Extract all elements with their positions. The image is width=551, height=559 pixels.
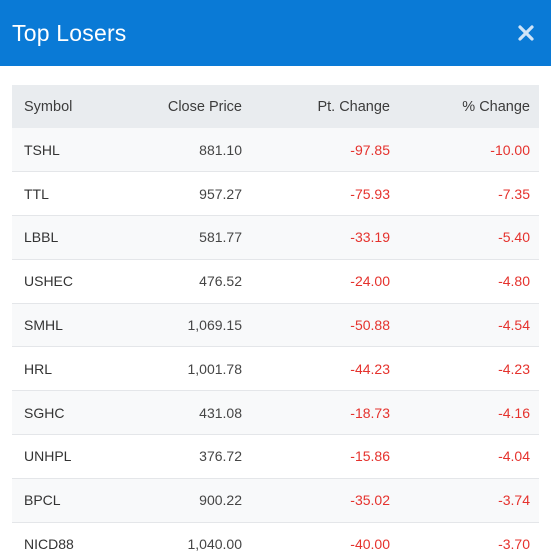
cell-pct-change: -10.00: [490, 141, 530, 158]
column-header-pct-change[interactable]: % Change: [462, 98, 530, 115]
close-icon-glyph: [518, 25, 534, 41]
table-row[interactable]: UNHPL 376.72 -15.86 -4.04: [12, 434, 539, 479]
cell-close-price: 957.27: [199, 185, 242, 202]
table-row[interactable]: TTL 957.27 -75.93 -7.35: [12, 171, 539, 216]
cell-pt-change: -18.73: [350, 404, 390, 421]
cell-symbol: SMHL: [24, 317, 63, 334]
cell-pct-change: -7.35: [498, 185, 530, 202]
cell-pt-change: -50.88: [350, 317, 390, 334]
cell-pt-change: -15.86: [350, 448, 390, 465]
cell-close-price: 581.77: [199, 229, 242, 246]
table-row[interactable]: SMHL 1,069.15 -50.88 -4.54: [12, 303, 539, 347]
modal-header: Top Losers: [0, 0, 551, 66]
table-header-row: Symbol Close Price Pt. Change % Change: [12, 85, 539, 128]
cell-pct-change: -5.40: [498, 229, 530, 246]
cell-symbol: USHEC: [24, 273, 74, 290]
cell-symbol: TTL: [24, 185, 49, 202]
cell-symbol: NICD88: [24, 536, 74, 553]
cell-pt-change: -24.00: [350, 273, 390, 290]
cell-pt-change: -40.00: [350, 536, 390, 553]
cell-close-price: 431.08: [199, 404, 242, 421]
cell-symbol: TSHL: [24, 141, 60, 158]
cell-pct-change: -4.04: [498, 448, 530, 465]
table-row[interactable]: HRL 1,001.78 -44.23 -4.23: [12, 346, 539, 391]
close-icon[interactable]: [514, 21, 538, 45]
modal-content: Symbol Close Price Pt. Change % Change T…: [0, 66, 551, 559]
cell-symbol: UNHPL: [24, 448, 72, 465]
cell-symbol: LBBL: [24, 229, 59, 246]
cell-pct-change: -3.70: [498, 536, 530, 553]
top-losers-table: Symbol Close Price Pt. Change % Change T…: [12, 85, 539, 559]
cell-pt-change: -35.02: [350, 492, 390, 509]
cell-pt-change: -44.23: [350, 360, 390, 377]
cell-pct-change: -4.54: [498, 317, 530, 334]
cell-pt-change: -75.93: [350, 185, 390, 202]
column-header-close-price[interactable]: Close Price: [167, 98, 242, 115]
cell-close-price: 376.72: [199, 448, 242, 465]
cell-pct-change: -3.74: [498, 492, 530, 509]
table-row[interactable]: TSHL 881.10 -97.85 -10.00: [12, 128, 539, 172]
cell-close-price: 900.22: [199, 492, 242, 509]
cell-close-price: 1,001.78: [187, 360, 243, 377]
table-row[interactable]: USHEC 476.52 -24.00 -4.80: [12, 259, 539, 304]
table-row[interactable]: SGHC 431.08 -18.73 -4.16: [12, 390, 539, 435]
cell-pct-change: -4.16: [498, 404, 530, 421]
table-row[interactable]: NICD88 1,040.00 -40.00 -3.70: [12, 522, 539, 559]
column-header-pt-change[interactable]: Pt. Change: [317, 98, 390, 115]
cell-symbol: BPCL: [24, 492, 61, 509]
cell-symbol: HRL: [24, 360, 53, 377]
column-header-symbol[interactable]: Symbol: [24, 98, 73, 115]
cell-close-price: 1,040.00: [187, 536, 243, 553]
cell-close-price: 476.52: [199, 273, 242, 290]
table-row[interactable]: BPCL 900.22 -35.02 -3.74: [12, 478, 539, 523]
cell-pt-change: -97.85: [350, 141, 390, 158]
cell-pct-change: -4.23: [498, 360, 530, 377]
cell-pt-change: -33.19: [350, 229, 390, 246]
modal-title: Top Losers: [12, 19, 127, 46]
cell-close-price: 1,069.15: [187, 317, 243, 334]
table-row[interactable]: LBBL 581.77 -33.19 -5.40: [12, 215, 539, 260]
cell-symbol: SGHC: [24, 404, 65, 421]
cell-close-price: 881.10: [199, 141, 242, 158]
cell-pct-change: -4.80: [498, 273, 530, 290]
